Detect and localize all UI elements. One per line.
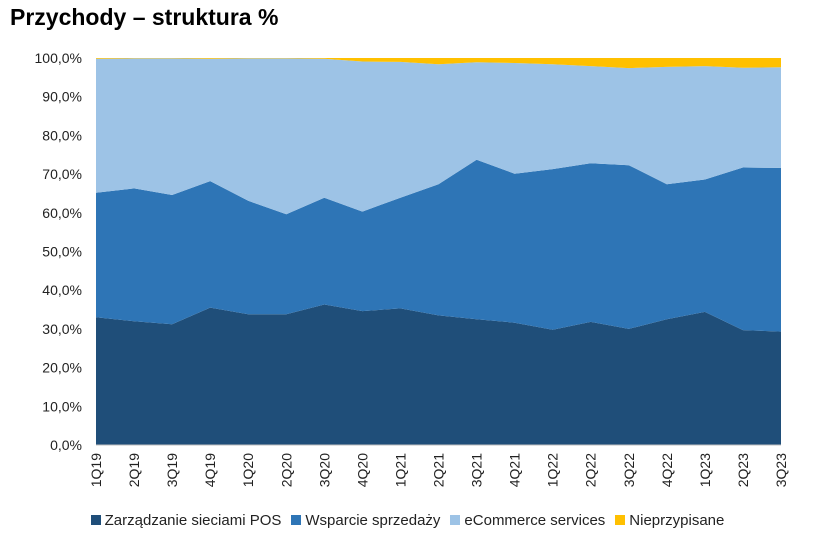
- x-tick-label: 2Q22: [583, 453, 599, 487]
- x-tick-label: 3Q19: [164, 453, 180, 487]
- x-tick-label: 4Q21: [507, 453, 523, 487]
- x-tick-label: 2Q20: [278, 453, 294, 487]
- legend-label: Zarządzanie sieciami POS: [104, 512, 282, 529]
- y-tick-label: 40,0%: [42, 282, 82, 298]
- legend-swatch: [90, 515, 101, 526]
- x-tick-label: 2Q23: [735, 453, 751, 487]
- x-tick-label: 1Q19: [88, 453, 104, 487]
- y-tick-label: 80,0%: [42, 127, 82, 143]
- y-tick-label: 0,0%: [50, 437, 82, 453]
- area-series-1: [96, 304, 781, 445]
- x-tick-label: 1Q21: [392, 453, 408, 487]
- x-tick-label: 4Q22: [659, 453, 675, 487]
- legend-label: Nieprzypisane: [629, 512, 725, 529]
- x-axis-ticks: 1Q19 2Q19 3Q19 4Q19 1Q20 2Q20 3Q20 4Q20 1Q21 2Q21…: [88, 453, 789, 487]
- y-tick-label: 20,0%: [42, 360, 82, 376]
- chart-title: Przychody – struktura %: [10, 4, 279, 30]
- legend-item: Zarządzanie sieciami POS: [90, 512, 282, 529]
- y-tick-label: 10,0%: [42, 398, 82, 414]
- y-tick-label: 50,0%: [42, 244, 82, 260]
- x-tick-label: 3Q20: [316, 453, 332, 487]
- x-tick-label: 1Q20: [240, 453, 256, 487]
- area-series-3: [96, 58, 781, 215]
- x-tick-label: 1Q23: [697, 453, 713, 487]
- area-series-2: [96, 159, 781, 332]
- x-tick-label: 3Q22: [621, 453, 637, 487]
- y-axis-ticks: 0,0% 10,0% 20,0% 30,0% 40,0% 50,0% 60,0% 70,0% 8…: [35, 50, 82, 453]
- x-tick-label: 2Q19: [126, 453, 142, 487]
- legend-item: Wsparcie sprzedaży: [291, 512, 440, 529]
- y-tick-label: 70,0%: [42, 166, 82, 182]
- legend-swatch: [450, 515, 461, 526]
- y-tick-label: 90,0%: [42, 89, 82, 105]
- area-series-group: [96, 58, 781, 445]
- x-tick-label: 3Q23: [773, 453, 789, 487]
- x-tick-label: 3Q21: [469, 453, 485, 487]
- y-tick-label: 100,0%: [35, 50, 82, 66]
- legend-swatch: [615, 515, 626, 526]
- legend-label: eCommerce services: [464, 512, 606, 529]
- y-tick-label: 30,0%: [42, 321, 82, 337]
- x-tick-label: 2Q21: [431, 453, 447, 487]
- y-tick-label: 60,0%: [42, 205, 82, 221]
- x-tick-label: 1Q22: [545, 453, 561, 487]
- legend-swatch: [291, 515, 302, 526]
- legend-label: Wsparcie sprzedaży: [305, 512, 441, 529]
- legend-item: Nieprzypisane: [615, 512, 724, 529]
- area-series-4: [96, 58, 781, 69]
- legend: Zarządzanie sieciami POS Wsparcie sprzeda…: [0, 512, 815, 529]
- x-tick-label: 4Q19: [202, 453, 218, 487]
- x-tick-label: 4Q20: [354, 453, 370, 487]
- legend-item: eCommerce services: [450, 512, 605, 529]
